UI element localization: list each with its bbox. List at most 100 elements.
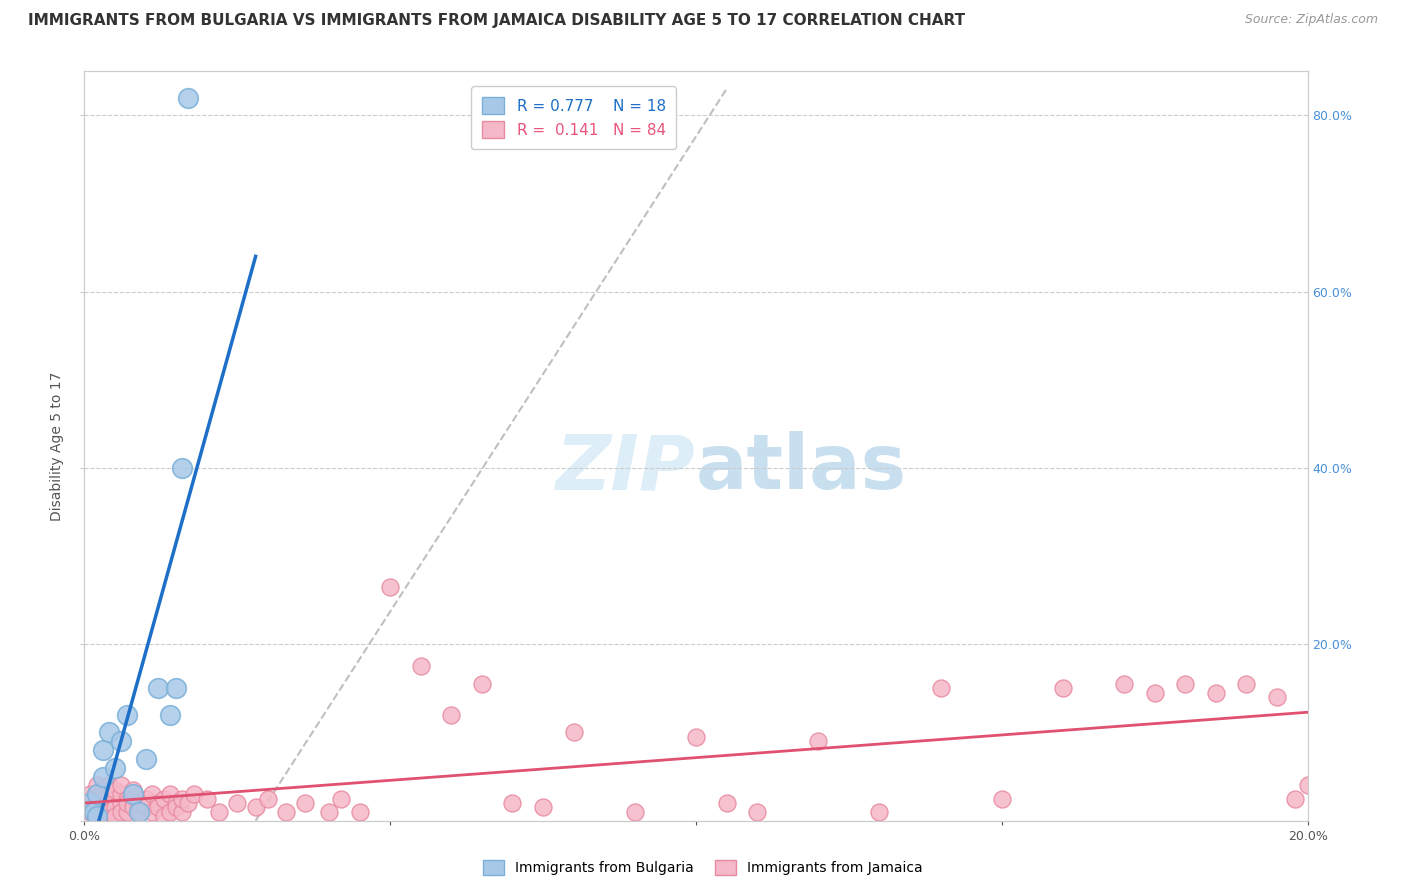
Point	[135, 800, 157, 814]
Point	[91, 770, 114, 784]
Point	[97, 787, 120, 801]
Point	[97, 805, 120, 819]
Point	[330, 791, 353, 805]
Point	[128, 805, 150, 819]
Point	[97, 725, 120, 739]
Point	[562, 725, 585, 739]
Point	[177, 91, 200, 105]
Point	[318, 805, 340, 819]
Point	[165, 796, 187, 810]
Point	[165, 681, 187, 696]
Point	[86, 796, 108, 810]
Point	[1284, 791, 1306, 805]
Point	[349, 805, 371, 819]
Point	[110, 778, 132, 792]
Point	[86, 809, 108, 823]
Point	[128, 796, 150, 810]
Legend: Immigrants from Bulgaria, Immigrants from Jamaica: Immigrants from Bulgaria, Immigrants fro…	[478, 855, 928, 880]
Point	[110, 787, 132, 801]
Point	[110, 805, 132, 819]
Point	[471, 677, 494, 691]
Point	[91, 809, 114, 823]
Point	[146, 681, 169, 696]
Point	[146, 800, 169, 814]
Point	[91, 800, 114, 814]
Point	[86, 778, 108, 792]
Point	[159, 707, 181, 722]
Point	[104, 782, 127, 797]
Point	[624, 805, 647, 819]
Point	[91, 743, 114, 757]
Point	[141, 805, 163, 819]
Point	[502, 796, 524, 810]
Point	[141, 787, 163, 801]
Point	[97, 796, 120, 810]
Point	[86, 787, 108, 801]
Point	[110, 796, 132, 810]
Point	[79, 796, 101, 810]
Point	[79, 805, 101, 819]
Point	[1143, 686, 1166, 700]
Point	[183, 787, 205, 801]
Point	[380, 580, 402, 594]
Point	[159, 805, 181, 819]
Point	[122, 791, 145, 805]
Point	[104, 800, 127, 814]
Point	[1052, 681, 1074, 696]
Point	[195, 791, 218, 805]
Point	[115, 707, 138, 722]
Point	[159, 787, 181, 801]
Point	[79, 787, 101, 801]
Text: ZIP: ZIP	[557, 432, 696, 506]
Point	[86, 791, 108, 805]
Point	[1236, 677, 1258, 691]
Text: Source: ZipAtlas.com: Source: ZipAtlas.com	[1244, 13, 1378, 27]
Point	[991, 791, 1014, 805]
Point	[172, 461, 194, 475]
Point	[91, 791, 114, 805]
Point	[110, 734, 132, 748]
Point	[208, 805, 231, 819]
Point	[1265, 690, 1288, 705]
Point	[104, 761, 127, 775]
Point	[1114, 677, 1136, 691]
Point	[79, 796, 101, 810]
Point	[86, 805, 108, 819]
Point	[807, 734, 830, 748]
Point	[122, 800, 145, 814]
Point	[122, 787, 145, 801]
Point	[869, 805, 891, 819]
Point	[929, 681, 952, 696]
Text: atlas: atlas	[696, 432, 907, 506]
Point	[685, 730, 707, 744]
Point	[91, 782, 114, 797]
Point	[115, 805, 138, 819]
Point	[245, 800, 267, 814]
Point	[135, 791, 157, 805]
Point	[257, 791, 280, 805]
Point	[122, 782, 145, 797]
Point	[104, 791, 127, 805]
Point	[146, 796, 169, 810]
Point	[747, 805, 769, 819]
Point	[79, 791, 101, 805]
Point	[135, 752, 157, 766]
Point	[165, 800, 187, 814]
Point	[91, 787, 114, 801]
Point	[409, 659, 432, 673]
Point	[1296, 778, 1319, 792]
Point	[172, 791, 194, 805]
Point	[440, 707, 463, 722]
Point	[115, 796, 138, 810]
Point	[177, 796, 200, 810]
Point	[83, 805, 105, 819]
Point	[716, 796, 738, 810]
Legend: R = 0.777    N = 18, R =  0.141   N = 84: R = 0.777 N = 18, R = 0.141 N = 84	[471, 87, 676, 149]
Point	[1205, 686, 1227, 700]
Point	[86, 787, 108, 801]
Point	[104, 809, 127, 823]
Point	[531, 800, 554, 814]
Point	[153, 809, 176, 823]
Point	[1174, 677, 1197, 691]
Point	[294, 796, 316, 810]
